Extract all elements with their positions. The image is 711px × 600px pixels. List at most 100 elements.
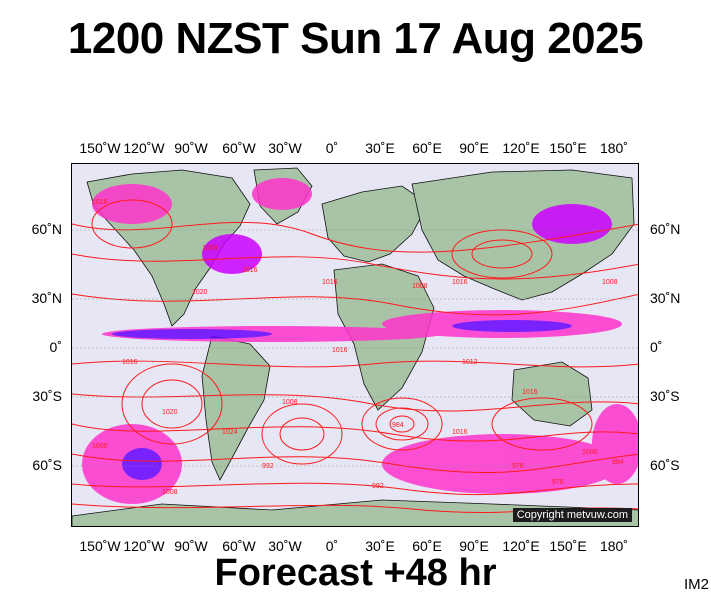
rain-area bbox=[122, 448, 162, 480]
lat-label-left: 30˚N bbox=[31, 290, 62, 306]
lon-label-top: 0˚ bbox=[325, 140, 339, 156]
rain-area bbox=[452, 320, 572, 332]
pressure-label: 1008 bbox=[162, 489, 178, 496]
lon-label-bottom: 150˚W bbox=[79, 538, 121, 554]
pressure-label: 984 bbox=[612, 459, 624, 466]
rain-area bbox=[252, 178, 312, 210]
rain-area bbox=[112, 329, 272, 339]
precipitation bbox=[82, 178, 638, 504]
pressure-label: 1016 bbox=[92, 199, 108, 206]
lat-label-left: 0˚ bbox=[49, 339, 62, 355]
lon-label-bottom: 180˚ bbox=[599, 538, 629, 554]
lon-label-top: 120˚E bbox=[502, 140, 540, 156]
pressure-label: 1020 bbox=[192, 289, 208, 296]
lon-label-top: 180˚ bbox=[599, 140, 629, 156]
isobar bbox=[121, 363, 223, 445]
lon-label-top: 150˚W bbox=[79, 140, 121, 156]
rain-area bbox=[202, 234, 262, 274]
rain-area bbox=[92, 184, 172, 224]
isobar bbox=[375, 407, 429, 441]
pressure-label: 1020 bbox=[162, 409, 178, 416]
lon-label-top: 150˚E bbox=[549, 140, 587, 156]
pressure-label: 1016 bbox=[122, 359, 138, 366]
land-europe bbox=[321, 185, 429, 263]
pressure-label: 1016 bbox=[522, 389, 538, 396]
lat-label-left: 60˚S bbox=[32, 457, 62, 473]
pressure-label: 992 bbox=[372, 483, 384, 490]
lon-label-bottom: 60˚E bbox=[412, 538, 442, 554]
pressure-label: 1024 bbox=[222, 429, 238, 436]
lon-label-top: 120˚W bbox=[123, 140, 165, 156]
isobar bbox=[471, 239, 533, 269]
lat-label-right: 60˚N bbox=[650, 221, 681, 237]
pressure-label: 1000 bbox=[92, 443, 108, 450]
isobar bbox=[389, 415, 415, 433]
lon-label-bottom: 120˚E bbox=[502, 538, 540, 554]
pressure-label: 992 bbox=[262, 463, 274, 470]
lon-label-top: 60˚W bbox=[222, 140, 256, 156]
weather-map: 1016 1008 1016 1020 1016 1008 1016 1016 … bbox=[71, 163, 639, 527]
lat-label-right: 30˚S bbox=[650, 388, 680, 404]
pressure-label: 1016 bbox=[242, 267, 258, 274]
lon-label-top: 60˚E bbox=[412, 140, 442, 156]
map-canvas: 1016 1008 1016 1020 1016 1008 1016 1016 … bbox=[72, 164, 638, 526]
image-tag: IM2 bbox=[683, 576, 709, 593]
pressure-label: 1016 bbox=[452, 279, 468, 286]
pressure-label: 1000 bbox=[582, 449, 598, 456]
lon-label-bottom: 0˚ bbox=[325, 538, 339, 554]
lon-label-top: 90˚W bbox=[174, 140, 208, 156]
land-south-america bbox=[201, 335, 271, 481]
land-asia bbox=[411, 169, 635, 301]
lon-label-bottom: 30˚W bbox=[268, 538, 302, 554]
rain-area bbox=[592, 404, 638, 484]
lon-label-bottom: 90˚E bbox=[459, 538, 489, 554]
lon-label-top: 30˚E bbox=[365, 140, 395, 156]
lon-label-bottom: 60˚W bbox=[222, 538, 256, 554]
lon-label-bottom: 30˚E bbox=[365, 538, 395, 554]
isobar bbox=[72, 360, 638, 368]
land-australia bbox=[511, 361, 593, 427]
pressure-label: 1008 bbox=[412, 283, 428, 290]
pressure-label: 976 bbox=[512, 463, 524, 470]
pressure-labels: 1016 1008 1016 1020 1016 1008 1016 1016 … bbox=[92, 199, 624, 496]
isobar bbox=[72, 423, 638, 442]
isobar bbox=[72, 393, 638, 412]
isobar bbox=[72, 221, 638, 253]
pressure-label: 1016 bbox=[322, 279, 338, 286]
copyright-label: Copyright metvuw.com bbox=[512, 508, 632, 522]
land-antarctica bbox=[72, 499, 638, 526]
pressure-label: 1008 bbox=[202, 245, 218, 252]
isobar bbox=[141, 379, 203, 429]
pressure-label: 1012 bbox=[462, 359, 478, 366]
lat-label-left: 60˚N bbox=[31, 221, 62, 237]
lon-label-top: 30˚W bbox=[268, 140, 302, 156]
isobar bbox=[361, 397, 443, 451]
lat-label-right: 0˚ bbox=[650, 339, 663, 355]
forecast-label: Forecast +48 hr bbox=[214, 552, 497, 594]
isobar bbox=[91, 199, 173, 249]
pressure-label: 1008 bbox=[602, 279, 618, 286]
graticule bbox=[72, 229, 638, 467]
isobar bbox=[72, 253, 638, 280]
lat-label-right: 60˚S bbox=[650, 457, 680, 473]
rain-area bbox=[532, 204, 612, 244]
pressure-label: 984 bbox=[392, 422, 404, 429]
lat-label-left: 30˚S bbox=[32, 388, 62, 404]
lat-label-right: 30˚N bbox=[650, 290, 681, 306]
rain-area bbox=[382, 434, 622, 494]
isobar bbox=[72, 293, 638, 316]
isobar bbox=[72, 482, 638, 496]
isobar bbox=[279, 417, 325, 451]
isobar bbox=[261, 403, 343, 465]
pressure-label: 976 bbox=[552, 479, 564, 486]
lon-label-bottom: 90˚W bbox=[174, 538, 208, 554]
pressure-label: 1016 bbox=[332, 347, 348, 354]
map-title: 1200 NZST Sun 17 Aug 2025 bbox=[67, 14, 644, 63]
pressure-label: 1016 bbox=[452, 429, 468, 436]
lon-label-bottom: 150˚E bbox=[549, 538, 587, 554]
lon-label-bottom: 120˚W bbox=[123, 538, 165, 554]
isobar bbox=[491, 397, 593, 451]
land-masses bbox=[72, 167, 638, 526]
pressure-label: 1008 bbox=[282, 399, 298, 406]
lon-label-top: 90˚E bbox=[459, 140, 489, 156]
